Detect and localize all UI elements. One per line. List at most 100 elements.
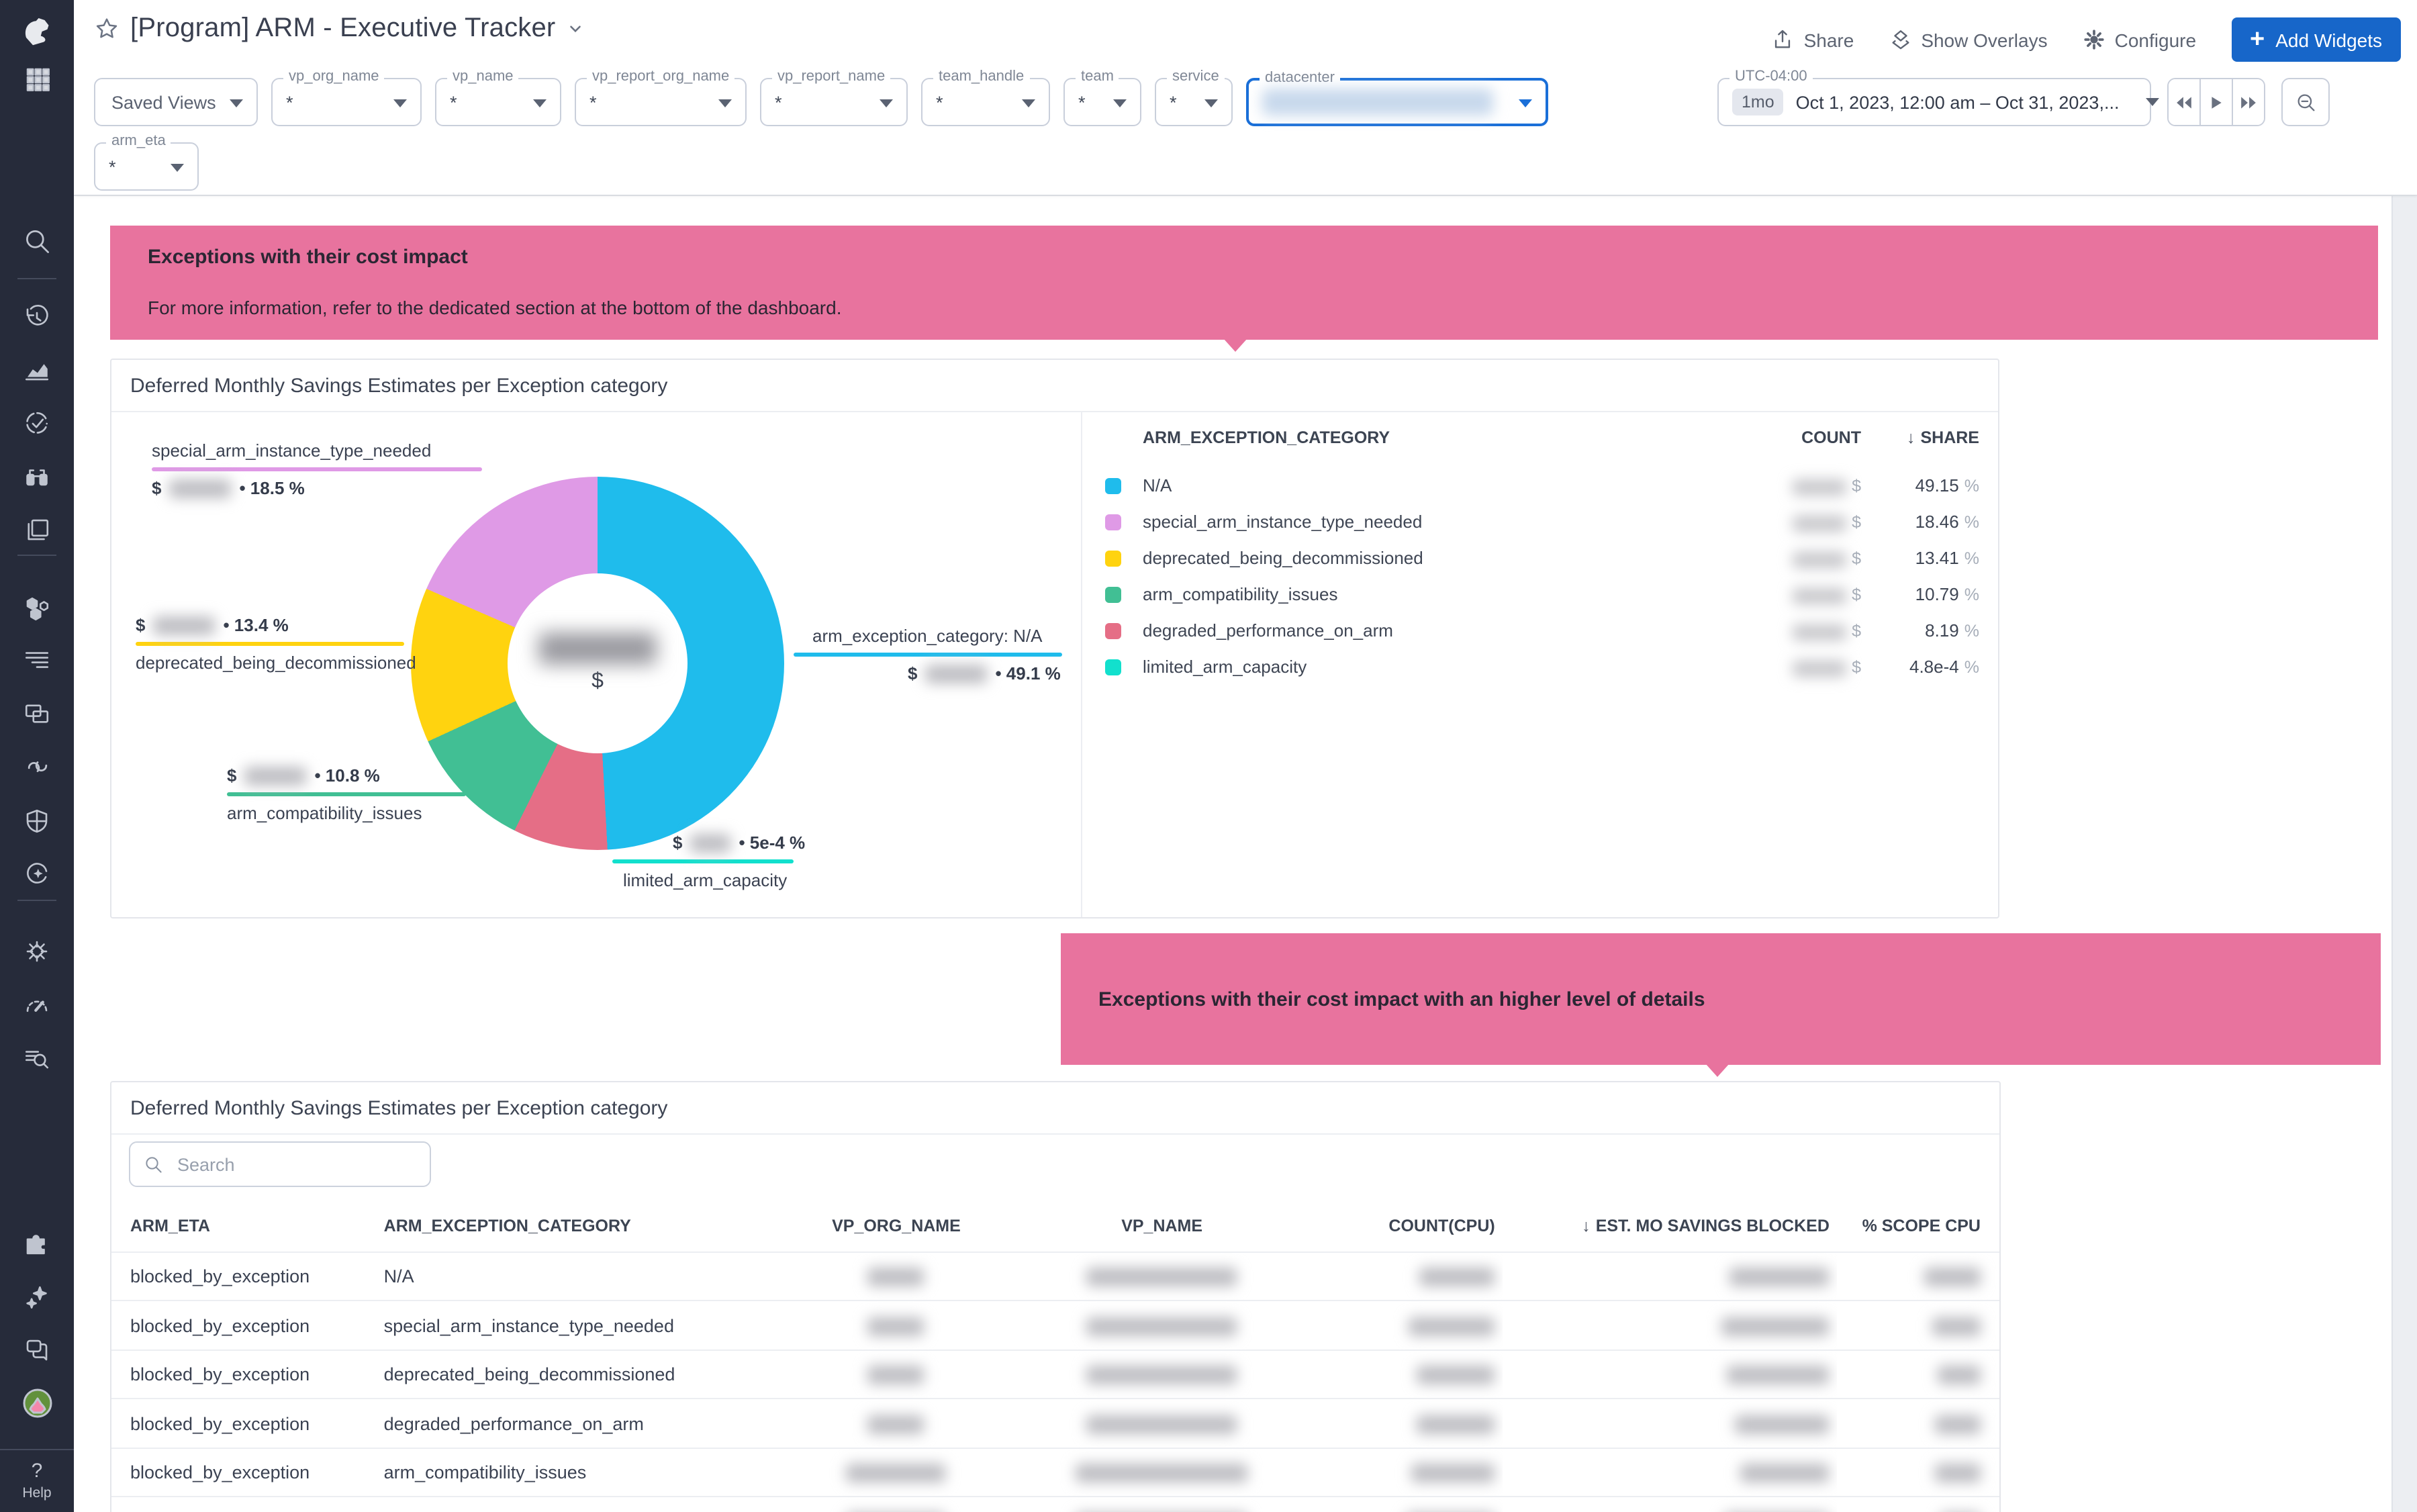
lines-magnifier-icon[interactable] [0,1035,74,1081]
gear-icon [2084,30,2104,50]
redacted-value [169,479,232,498]
details-table: ARM_ETA ARM_EXCEPTION_CATEGORY VP_ORG_NA… [111,1206,1999,1512]
legend-row[interactable]: arm_compatibility_issues $ 10.79% [1105,576,1979,612]
currency-sign: $ [673,833,683,853]
time-forward-button[interactable] [2233,79,2264,125]
redacted-value [1012,1252,1312,1301]
configure-button[interactable]: Configure [2083,28,2196,51]
legend-category: deprecated_being_decommissioned [1143,548,1423,568]
datadog-logo-icon[interactable] [0,8,74,56]
overlapping-windows-icon[interactable] [0,690,74,736]
bug-cube-icon[interactable] [0,928,74,974]
text-lines-icon[interactable] [0,636,74,682]
favorite-star-icon[interactable] [94,16,120,42]
circle-sparkle-icon[interactable] [0,850,74,896]
currency-sign: $ [152,478,162,498]
column-header-vp-name[interactable]: VP_NAME [1121,1217,1203,1235]
redacted-value [1838,1350,1999,1399]
column-header-est-savings[interactable]: ↓ EST. MO SAVINGS BLOCKED [1582,1217,1830,1235]
add-widgets-label: Add Widgets [2275,29,2382,50]
chat-squares-icon[interactable] [0,1327,74,1372]
legend-header-category[interactable]: ARM_EXCEPTION_CATEGORY [1143,428,1390,447]
puzzle-piece-icon[interactable] [0,1219,74,1265]
apps-grid-icon[interactable] [0,56,74,102]
linked-loops-icon[interactable] [0,744,74,790]
redacted-value [1503,1497,1838,1512]
search-input[interactable] [175,1153,416,1176]
shield-icon[interactable] [0,798,74,843]
filter-datacenter[interactable]: datacenter [1246,70,1548,126]
percent-sign: % [1964,513,1979,532]
callout-line [136,642,404,646]
column-header-vp-org-name[interactable]: VP_ORG_NAME [832,1217,961,1235]
table-row[interactable]: blocked_by_exception arm_compatibility_i… [111,1448,1999,1497]
table-row[interactable]: blocked_by_exception N/A [111,1252,1999,1301]
time-range-picker[interactable]: UTC-04:00 1mo Oct 1, 2023, 12:00 am – Oc… [1717,68,2160,126]
column-header-category[interactable]: ARM_EXCEPTION_CATEGORY [383,1217,631,1235]
filter-value: * [450,92,457,112]
banner-body: For more information, refer to the dedic… [148,297,842,318]
cell-category: degraded_performance_on_arm [383,1413,644,1434]
filter-vp-report-org-name[interactable]: vp_report_org_name * [575,68,747,126]
page-title[interactable]: [Program] ARM - Executive Tracker [130,13,556,43]
time-backward-button[interactable] [2169,79,2201,125]
saved-views-dropdown[interactable]: Saved Views [94,78,258,126]
scrollbar-track[interactable] [2391,196,2417,1512]
time-play-button[interactable] [2201,79,2233,125]
time-playback-group [2167,78,2265,126]
binoculars-icon[interactable] [0,454,74,500]
filter-vp-org-name[interactable]: vp_org_name * [271,68,422,126]
legend-row[interactable]: special_arm_instance_type_needed $ 18.46… [1105,504,1979,540]
filter-team-handle[interactable]: team_handle * [921,68,1050,126]
search-box [129,1141,431,1187]
redacted-value [780,1350,1012,1399]
legend-row[interactable]: degraded_performance_on_arm $ 8.19% [1105,612,1979,649]
layers-stack-icon[interactable] [0,506,74,552]
filter-arm-eta[interactable]: arm_eta * [94,133,199,191]
widget-title: Deferred Monthly Savings Estimates per E… [111,360,1998,412]
table-row[interactable]: blocked_by_exception N/A [111,1497,1999,1512]
check-ring-icon[interactable] [0,400,74,446]
help-button[interactable]: ? Help [0,1449,74,1512]
callout-label: deprecated_being_decommissioned [136,653,416,673]
column-header-scope-cpu[interactable]: % SCOPE CPU [1862,1217,1981,1235]
legend-row[interactable]: N/A $ 49.15% [1105,467,1979,504]
redacted-value [1793,624,1847,641]
user-avatar[interactable] [0,1380,74,1426]
history-clock-icon[interactable] [0,294,74,340]
column-header-count-cpu[interactable]: COUNT(CPU) [1388,1217,1495,1235]
callout-line [794,653,1062,657]
cell-category: arm_compatibility_issues [383,1462,587,1482]
legend-table: ARM_EXCEPTION_CATEGORY COUNT ↓ SHARE N/A … [1105,419,1979,685]
widget-divider [1081,411,1082,917]
legend-header-share[interactable]: ↓ SHARE [1906,428,1979,447]
filter-vp-name[interactable]: vp_name * [435,68,561,126]
filter-team[interactable]: team * [1063,68,1141,126]
chevron-down-icon[interactable] [566,20,583,38]
legend-row[interactable]: deprecated_being_decommissioned $ 13.41% [1105,540,1979,576]
area-chart-icon[interactable] [0,346,74,392]
share-button[interactable]: Share [1772,28,1854,51]
table-row[interactable]: blocked_by_exception deprecated_being_de… [111,1350,1999,1399]
share-label: Share [1803,29,1854,50]
column-header-arm-eta[interactable]: ARM_ETA [130,1217,210,1235]
table-row[interactable]: blocked_by_exception degraded_performanc… [111,1399,1999,1448]
add-widgets-button[interactable]: + Add Widgets [2231,17,2401,62]
filter-label: vp_name [447,68,519,85]
table-row[interactable]: blocked_by_exception special_arm_instanc… [111,1301,1999,1350]
show-overlays-button[interactable]: Show Overlays [1889,28,2048,51]
redacted-value [1838,1448,1999,1497]
zoom-out-button[interactable] [2281,78,2330,126]
callout-percent: • 5e-4 % [739,833,806,853]
currency-sign: $ [227,765,237,786]
sparkles-icon[interactable] [0,1274,74,1320]
currency-sign: $ [908,663,918,683]
legend-header-count[interactable]: COUNT [1801,428,1861,447]
callout-percent: • 49.1 % [995,663,1061,683]
search-icon[interactable] [0,219,74,265]
gauge-icon[interactable] [0,982,74,1027]
legend-row[interactable]: limited_arm_capacity $ 4.8e-4% [1105,649,1979,685]
hexagons-icon[interactable] [0,585,74,631]
filter-service[interactable]: service * [1155,68,1233,126]
filter-vp-report-name[interactable]: vp_report_name * [760,68,908,126]
